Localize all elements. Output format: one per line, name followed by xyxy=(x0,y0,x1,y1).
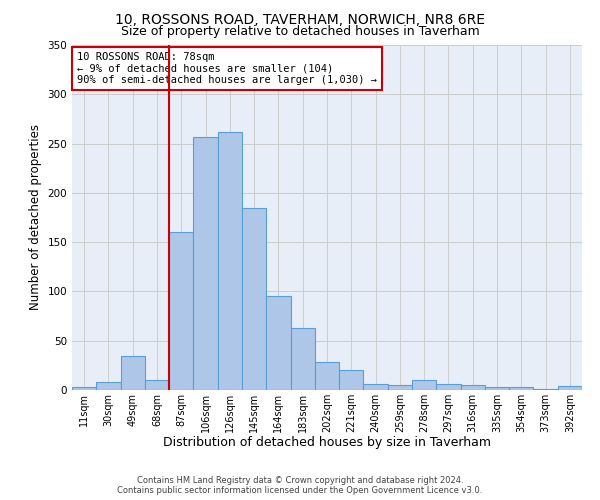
X-axis label: Distribution of detached houses by size in Taverham: Distribution of detached houses by size … xyxy=(163,436,491,450)
Bar xyxy=(315,362,339,390)
Bar xyxy=(193,136,218,390)
Bar xyxy=(121,356,145,390)
Bar xyxy=(461,385,485,390)
Text: Size of property relative to detached houses in Taverham: Size of property relative to detached ho… xyxy=(121,25,479,38)
Bar xyxy=(96,382,121,390)
Bar xyxy=(290,328,315,390)
Text: Contains HM Land Registry data © Crown copyright and database right 2024.
Contai: Contains HM Land Registry data © Crown c… xyxy=(118,476,482,495)
Bar xyxy=(509,387,533,390)
Bar xyxy=(558,386,582,390)
Bar xyxy=(242,208,266,390)
Text: 10, ROSSONS ROAD, TAVERHAM, NORWICH, NR8 6RE: 10, ROSSONS ROAD, TAVERHAM, NORWICH, NR8… xyxy=(115,12,485,26)
Bar xyxy=(364,384,388,390)
Bar xyxy=(485,387,509,390)
Text: 10 ROSSONS ROAD: 78sqm
← 9% of detached houses are smaller (104)
90% of semi-det: 10 ROSSONS ROAD: 78sqm ← 9% of detached … xyxy=(77,52,377,85)
Bar xyxy=(388,385,412,390)
Bar xyxy=(339,370,364,390)
Bar xyxy=(218,132,242,390)
Bar xyxy=(412,380,436,390)
Bar xyxy=(72,387,96,390)
Bar xyxy=(533,389,558,390)
Bar xyxy=(145,380,169,390)
Y-axis label: Number of detached properties: Number of detached properties xyxy=(29,124,42,310)
Bar xyxy=(266,296,290,390)
Bar xyxy=(436,384,461,390)
Bar xyxy=(169,232,193,390)
